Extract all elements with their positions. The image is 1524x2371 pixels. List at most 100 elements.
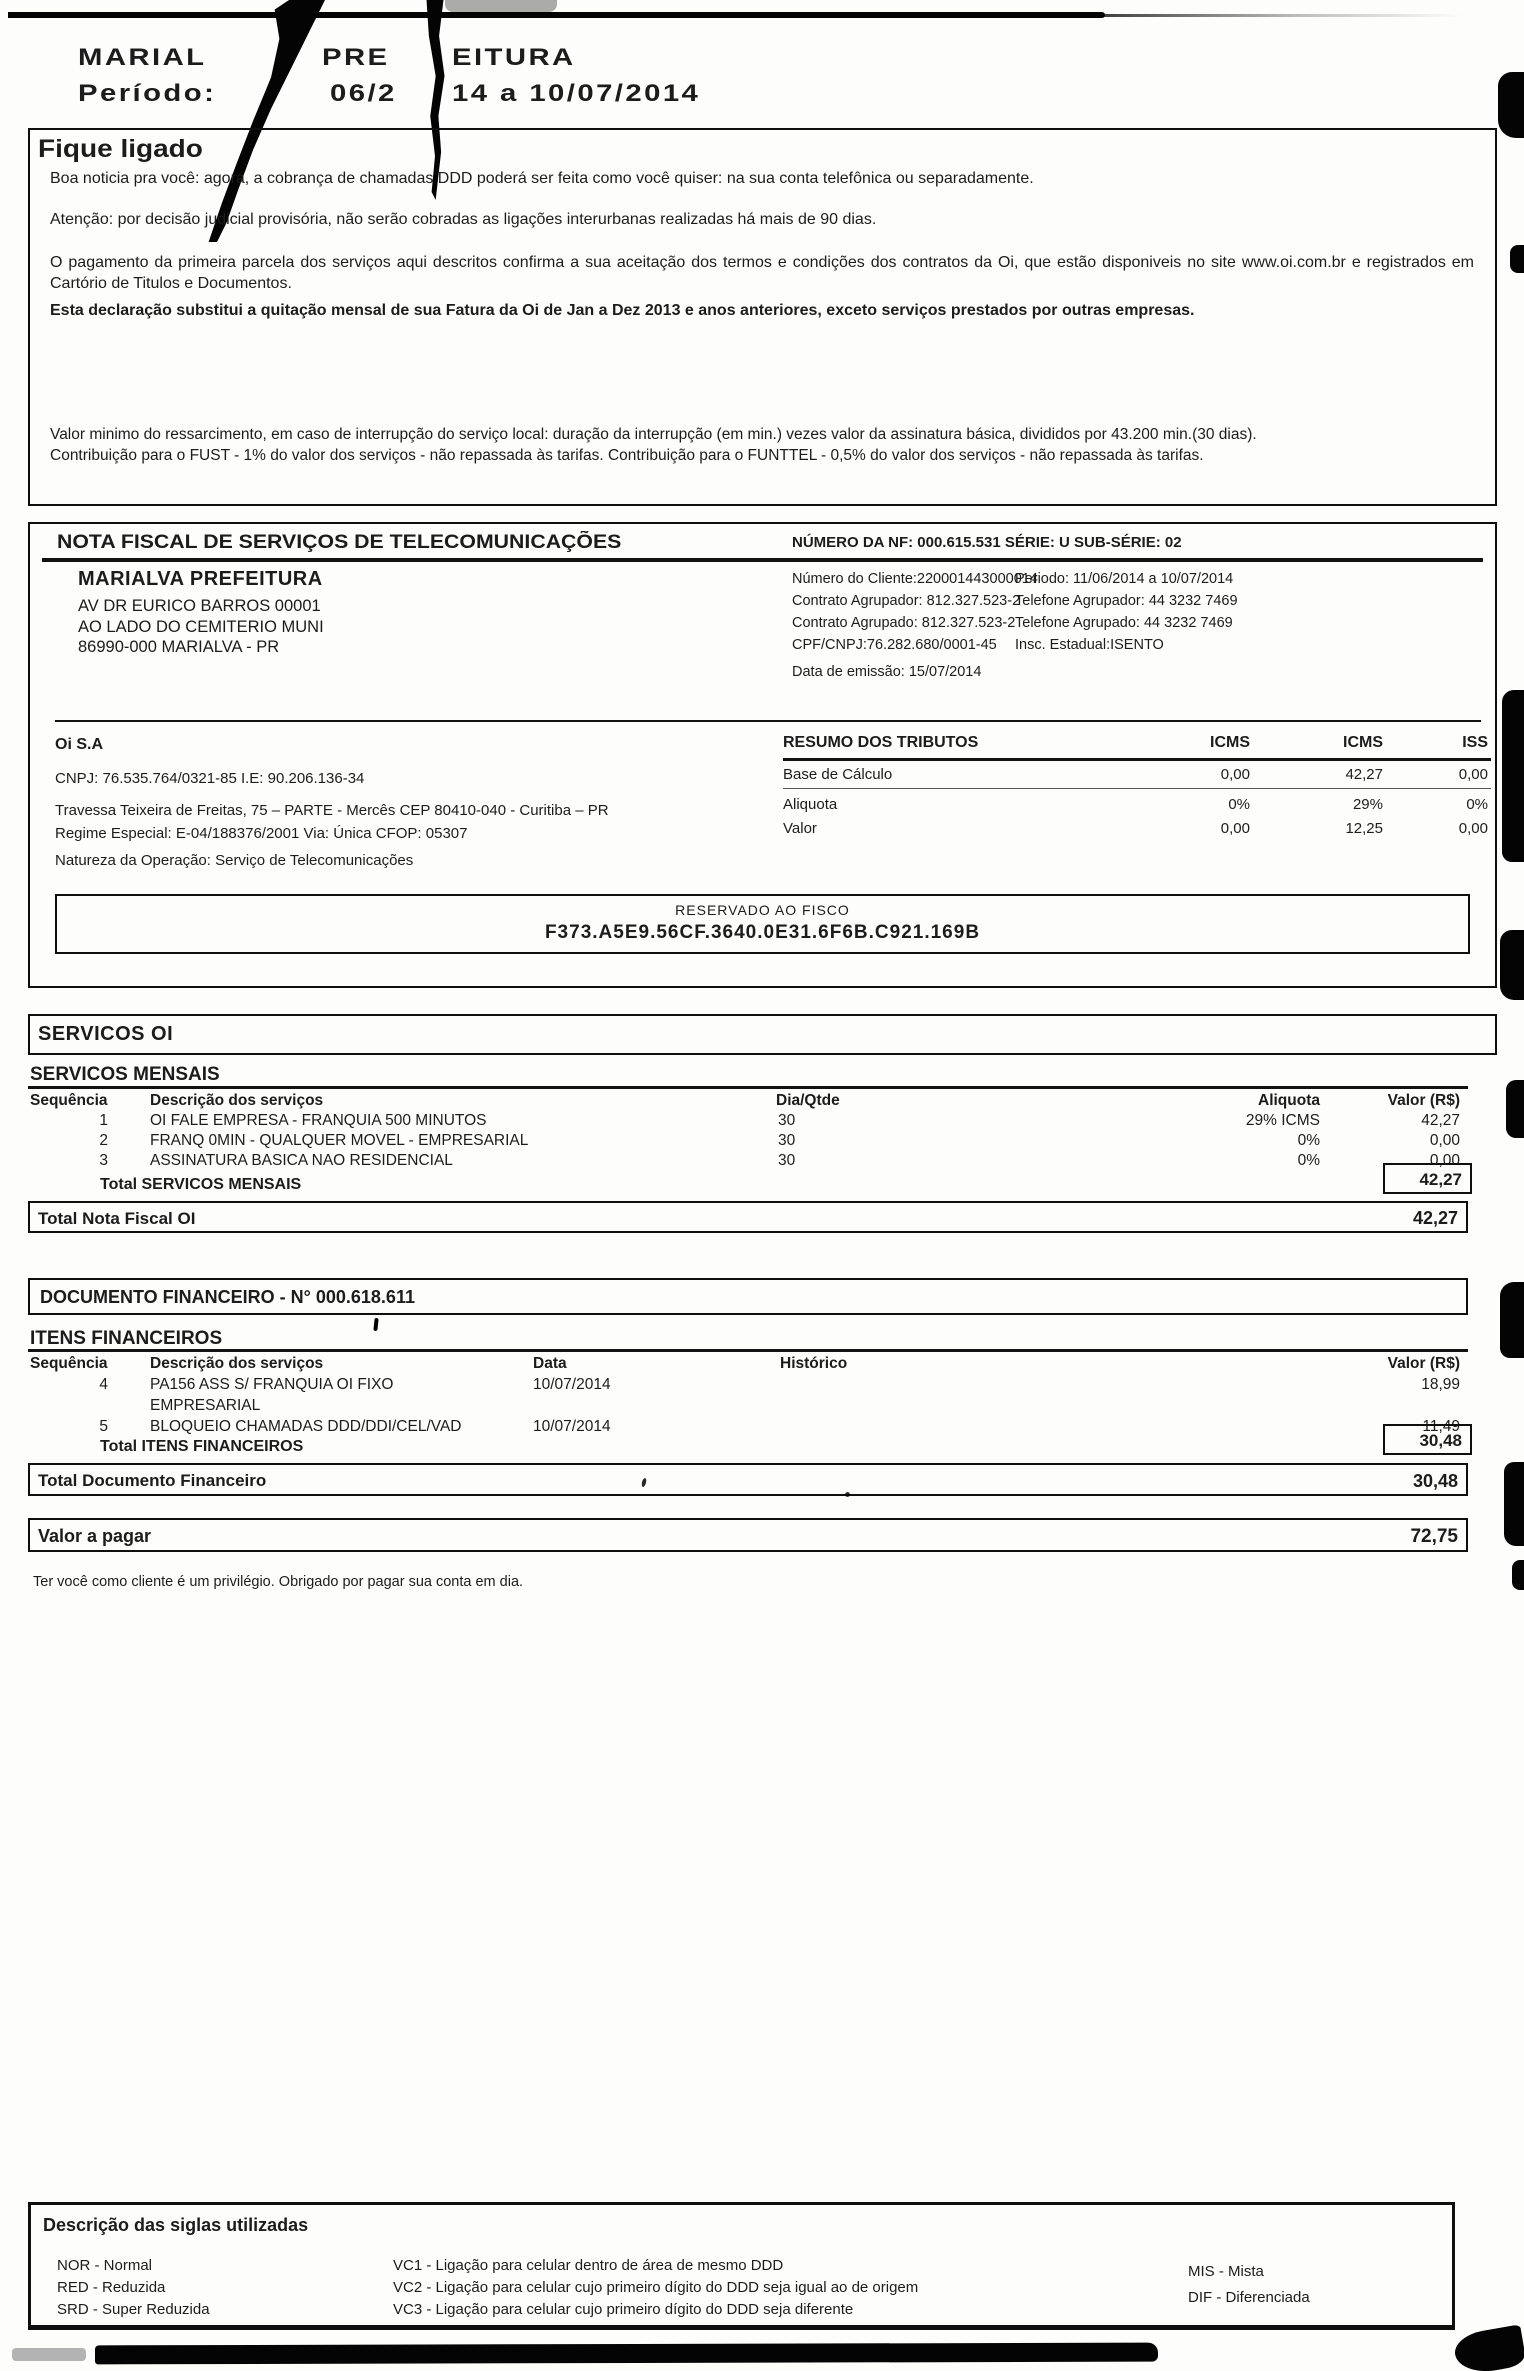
siglas-column-3: MIS - Mista DIF - Diferenciada	[1188, 2259, 1310, 2311]
sigla-entry: VC3 - Ligação para celular cujo primeiro…	[393, 2301, 854, 2318]
tributos-col-header: ICMS	[1210, 734, 1250, 751]
valor-a-pagar-value: 72,75	[1410, 1526, 1458, 1547]
sigla-entry: NOR - Normal	[57, 2257, 153, 2274]
divider	[783, 788, 1491, 789]
row-seq: 2	[99, 1132, 108, 1149]
tributos-col-header: ICMS	[1343, 734, 1383, 751]
total-documento-box: Total Documento Financeiro 30,48	[28, 1463, 1468, 1496]
tributos-row-label: Valor	[783, 820, 817, 837]
documento-financeiro-box: DOCUMENTO FINANCEIRO - N° 000.618.611	[28, 1278, 1468, 1315]
scan-gray-smudge-artifact	[12, 2348, 86, 2361]
documento-financeiro-title: DOCUMENTO FINANCEIRO - N° 000.618.611	[40, 1287, 415, 1307]
tributos-title: RESUMO DOS TRIBUTOS	[783, 734, 979, 751]
notice-paragraph: O pagamento da primeira parcela dos serv…	[50, 254, 1474, 292]
col-header-seq: Sequência	[30, 1355, 108, 1372]
row-date: 10/07/2014	[533, 1418, 611, 1435]
notice-paragraph-bold: Esta declaração substitui a quitação men…	[50, 302, 1195, 319]
issuer-cnpj: CNPJ: 76.535.764/0321-85 I.E: 90.206.136…	[55, 770, 365, 787]
col-header-qty: Dia/Qtde	[776, 1092, 840, 1109]
servicos-oi-box: SERVICOS OI	[28, 1014, 1497, 1055]
header-period-value-part: 14 a 10/07/2014	[452, 80, 701, 107]
tributos-table: RESUMO DOS TRIBUTOS ICMS ICMS ISS Base d…	[783, 734, 1491, 854]
servicos-mensais-total-value: 42,27	[1419, 1170, 1462, 1189]
divider	[42, 558, 1483, 562]
col-header-value: Valor (R$)	[1387, 1355, 1460, 1372]
col-header-date: Data	[533, 1355, 567, 1372]
total-documento-label: Total Documento Financeiro	[38, 1471, 267, 1490]
divider	[55, 720, 1481, 722]
scan-corner-blob-artifact	[1451, 2324, 1524, 2371]
scan-edge-artifact	[1502, 690, 1524, 862]
notice-footnote: Contribuição para o FUST - 1% do valor d…	[50, 447, 1204, 464]
scan-gray-blob-artifact	[445, 0, 557, 12]
scan-speck-artifact	[373, 1317, 379, 1332]
valor-a-pagar-box: Valor a pagar 72,75	[28, 1518, 1468, 1552]
row-desc: OI FALE EMPRESA - FRANQUIA 500 MINUTOS	[150, 1112, 487, 1129]
total-documento-value: 30,48	[1412, 1471, 1458, 1491]
header-period-value-part: 06/2	[330, 80, 397, 107]
row-seq: 4	[99, 1376, 108, 1393]
thanks-message: Ter você como cliente é um privilégio. O…	[33, 1574, 524, 1590]
tributos-row-label: Base de Cálculo	[783, 766, 893, 783]
tributos-value: 0%	[1466, 796, 1488, 813]
col-header-seq: Sequência	[30, 1092, 108, 1109]
contrato-agrupado: Contrato Agrupado: 812.327.523-2	[792, 615, 1016, 631]
contrato-agrupador: Contrato Agrupador: 812.327.523-2	[792, 593, 1021, 609]
phone-agrupador: Telefone Agrupador: 44 3232 7469	[1015, 593, 1238, 609]
row-desc: FRANQ 0MIN - QUALQUER MOVEL - EMPRESARIA…	[150, 1132, 529, 1149]
client-number: Número do Cliente:220001443000014	[792, 571, 1038, 587]
sigla-entry: SRD - Super Reduzida	[57, 2301, 210, 2318]
notice-title: Fique ligado	[38, 135, 203, 163]
nota-fiscal-number: NÚMERO DA NF: 000.615.531 SÉRIE: U SUB-S…	[792, 534, 1182, 551]
row-qty: 30	[778, 1152, 796, 1169]
valor-a-pagar-label: Valor a pagar	[38, 1526, 152, 1546]
sigla-entry: DIF - Diferenciada	[1188, 2289, 1310, 2306]
servicos-mensais-total-label: Total SERVICOS MENSAIS	[100, 1176, 302, 1193]
total-nota-fiscal-value: 42,27	[1412, 1208, 1458, 1228]
customer-address-line: AO LADO DO CEMITERIO MUNI	[78, 617, 324, 636]
itens-financeiros-header-row: Sequência Descrição dos serviços Data Hi…	[28, 1355, 1468, 1375]
itens-financeiros-total-value: 30,48	[1419, 1431, 1462, 1450]
row-qty: 30	[778, 1132, 796, 1149]
siglas-column-1: NOR - Normal RED - Reduzida SRD - Super …	[57, 2255, 210, 2321]
scan-edge-artifact	[1504, 1462, 1524, 1546]
row-value: 18,99	[1421, 1376, 1460, 1393]
tributos-value: 29%	[1352, 796, 1383, 813]
customer-name: MARIALVA PREFEITURA	[78, 568, 323, 590]
emission-date: Data de emissão: 15/07/2014	[792, 664, 982, 680]
notice-paragraph: Boa noticia pra você: agora, a cobrança …	[50, 170, 1034, 187]
table-row: 5 BLOQUEIO CHAMADAS DDD/DDI/CEL/VAD 10/0…	[28, 1418, 1468, 1438]
period-details: Periodo: 11/06/2014 a 10/07/2014 Telefon…	[1015, 568, 1238, 656]
row-value: 0,00	[1429, 1132, 1460, 1149]
issuer-regime: Regime Especial: E-04/188376/2001 Via: Ú…	[55, 825, 468, 842]
row-desc: PA156 ASS S/ FRANQUIA OI FIXO	[150, 1376, 394, 1393]
col-header-desc: Descrição dos serviços	[150, 1092, 324, 1109]
scan-edge-artifact	[1512, 1560, 1524, 1590]
divider	[783, 758, 1491, 761]
tributos-value: 0,00	[1220, 820, 1250, 837]
col-header-hist: Histórico	[780, 1355, 848, 1372]
tributos-value: 0,00	[1220, 766, 1250, 783]
siglas-box: Descrição das siglas utilizadas NOR - No…	[28, 2202, 1455, 2330]
row-seq: 3	[99, 1152, 108, 1169]
col-header-desc: Descrição dos serviços	[150, 1355, 324, 1372]
scan-edge-artifact	[1500, 1282, 1524, 1358]
nota-fiscal-title: NOTA FISCAL DE SERVIÇOS DE TELECOMUNICAÇ…	[57, 532, 622, 553]
itens-financeiros-total-box: 30,48	[1383, 1424, 1472, 1455]
row-rate: 0%	[1297, 1152, 1320, 1169]
total-nota-fiscal-box: Total Nota Fiscal OI 42,27	[28, 1201, 1468, 1233]
tributos-value: 0%	[1228, 796, 1250, 813]
servicos-mensais-header-row: Sequência Descrição dos serviços Dia/Qtd…	[28, 1092, 1468, 1112]
nota-fiscal-box: NOTA FISCAL DE SERVIÇOS DE TELECOMUNICAÇ…	[28, 522, 1497, 988]
customer-address: AV DR EURICO BARROS 00001 AO LADO DO CEM…	[78, 596, 324, 658]
issuer-natureza: Natureza da Operação: Serviço de Telecom…	[55, 852, 414, 869]
header-company-name-part: MARIAL	[78, 44, 207, 71]
total-nota-fiscal-label: Total Nota Fiscal OI	[38, 1209, 196, 1228]
cpf-cnpj: CPF/CNPJ:76.282.680/0001-45	[792, 637, 997, 653]
itens-financeiros-title: ITENS FINANCEIROS	[30, 1328, 223, 1349]
row-seq: 5	[99, 1418, 108, 1435]
phone-agrupado: Telefone Agrupado: 44 3232 7469	[1015, 615, 1233, 631]
scan-edge-artifact	[1506, 1080, 1524, 1138]
divider	[28, 1349, 1468, 1352]
row-date: 10/07/2014	[533, 1376, 611, 1393]
